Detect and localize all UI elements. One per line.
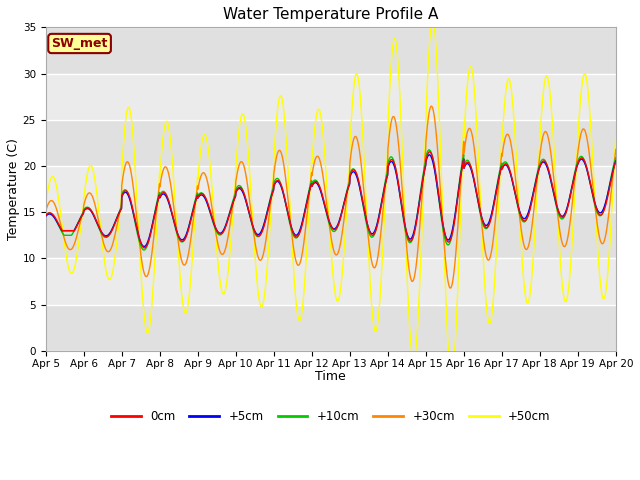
Bar: [45, 73, 616, 120]
X-axis label: Time: Time: [316, 370, 346, 383]
Title: Water Temperature Profile A: Water Temperature Profile A: [223, 7, 438, 22]
Bar: [45, 166, 616, 212]
Bar: [45, 120, 616, 166]
Bar: [45, 27, 616, 73]
Text: SW_met: SW_met: [51, 37, 108, 50]
Legend: 0cm, +5cm, +10cm, +30cm, +50cm: 0cm, +5cm, +10cm, +30cm, +50cm: [106, 405, 556, 428]
Bar: [45, 212, 616, 258]
Bar: [45, 258, 616, 305]
Y-axis label: Temperature (C): Temperature (C): [7, 138, 20, 240]
Bar: [45, 305, 616, 351]
